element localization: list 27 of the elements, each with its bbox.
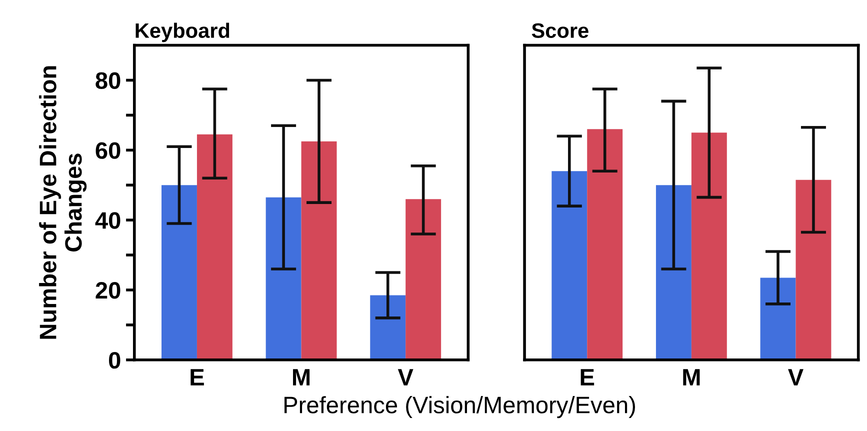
y-tick-label: 0 bbox=[108, 352, 120, 369]
bar bbox=[266, 197, 302, 360]
bar bbox=[760, 278, 796, 360]
y-axis-title: Number of Eye Direction Changes bbox=[39, 66, 87, 339]
bar bbox=[587, 129, 623, 360]
y-tick-label: 80 bbox=[96, 72, 120, 89]
bar bbox=[301, 141, 337, 360]
bar bbox=[796, 180, 832, 360]
x-axis-title: Preference (Vision/Memory/Even) bbox=[284, 396, 635, 418]
bar bbox=[162, 185, 197, 360]
bar bbox=[691, 132, 727, 360]
chart-title: Keyboard bbox=[136, 22, 230, 42]
x-tick-label: M bbox=[683, 369, 700, 386]
bar bbox=[656, 185, 692, 360]
x-tick-label: V bbox=[398, 369, 414, 386]
bar bbox=[370, 295, 406, 360]
x-tick-label: E bbox=[580, 369, 594, 386]
bar bbox=[406, 199, 442, 360]
bar bbox=[552, 171, 588, 360]
x-tick-label: E bbox=[190, 369, 204, 386]
x-tick-label: V bbox=[788, 369, 804, 386]
y-tick-label: 20 bbox=[96, 282, 120, 299]
chart-title: Score bbox=[532, 23, 588, 38]
bar bbox=[196, 134, 232, 360]
x-tick-label: M bbox=[293, 369, 310, 386]
y-tick-label: 60 bbox=[96, 142, 120, 159]
y-tick-label: 40 bbox=[95, 212, 120, 229]
